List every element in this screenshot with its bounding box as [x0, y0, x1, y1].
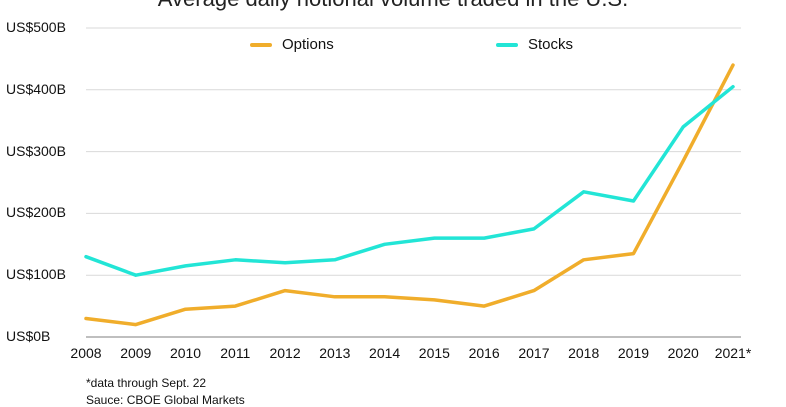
legend-label-stocks: Stocks — [528, 36, 574, 53]
series-line-stocks — [84, 84, 735, 277]
legend-item-options: Options — [250, 36, 334, 53]
series-line-options — [84, 63, 735, 327]
legend-label-options: Options — [282, 36, 334, 53]
chart-title: Average daily notional volume traded in … — [0, 0, 786, 12]
x-tick-label: 2021* — [714, 345, 752, 361]
gridlines — [86, 27, 741, 338]
y-tick-label: US$300B — [6, 142, 66, 159]
x-tick-label: 2011 — [220, 345, 251, 361]
x-tick-label: 2014 — [369, 345, 401, 361]
x-tick-label: 2008 — [70, 345, 102, 361]
x-tick-label: 2017 — [518, 345, 550, 361]
y-tick-label: US$0B — [6, 328, 51, 344]
x-tick-label: 2010 — [169, 345, 202, 361]
y-tick-label: US$500B — [6, 19, 66, 35]
x-tick-label: 2015 — [418, 345, 450, 361]
y-tick-label: US$200B — [6, 204, 66, 221]
x-tick-label: 2020 — [667, 345, 699, 361]
legend-swatch-stocks — [496, 42, 518, 47]
y-tick-label: US$100B — [6, 266, 66, 283]
x-tick-label: 2018 — [568, 345, 600, 361]
legend-swatch-options — [250, 42, 272, 47]
x-tick-label: 2016 — [468, 345, 500, 361]
x-tick-label: 2019 — [617, 345, 650, 361]
x-tick-label: 2012 — [269, 345, 301, 361]
x-tick-label: 2009 — [120, 345, 152, 361]
footnote-source: Sauce: CBOE Global Markets — [86, 393, 245, 407]
x-tick-label: 2013 — [319, 345, 351, 361]
y-tick-label: US$400B — [6, 80, 66, 97]
footnote-data-through: *data through Sept. 22 — [86, 376, 207, 390]
series-lines — [84, 63, 735, 327]
legend-item-stocks: Stocks — [496, 36, 573, 53]
